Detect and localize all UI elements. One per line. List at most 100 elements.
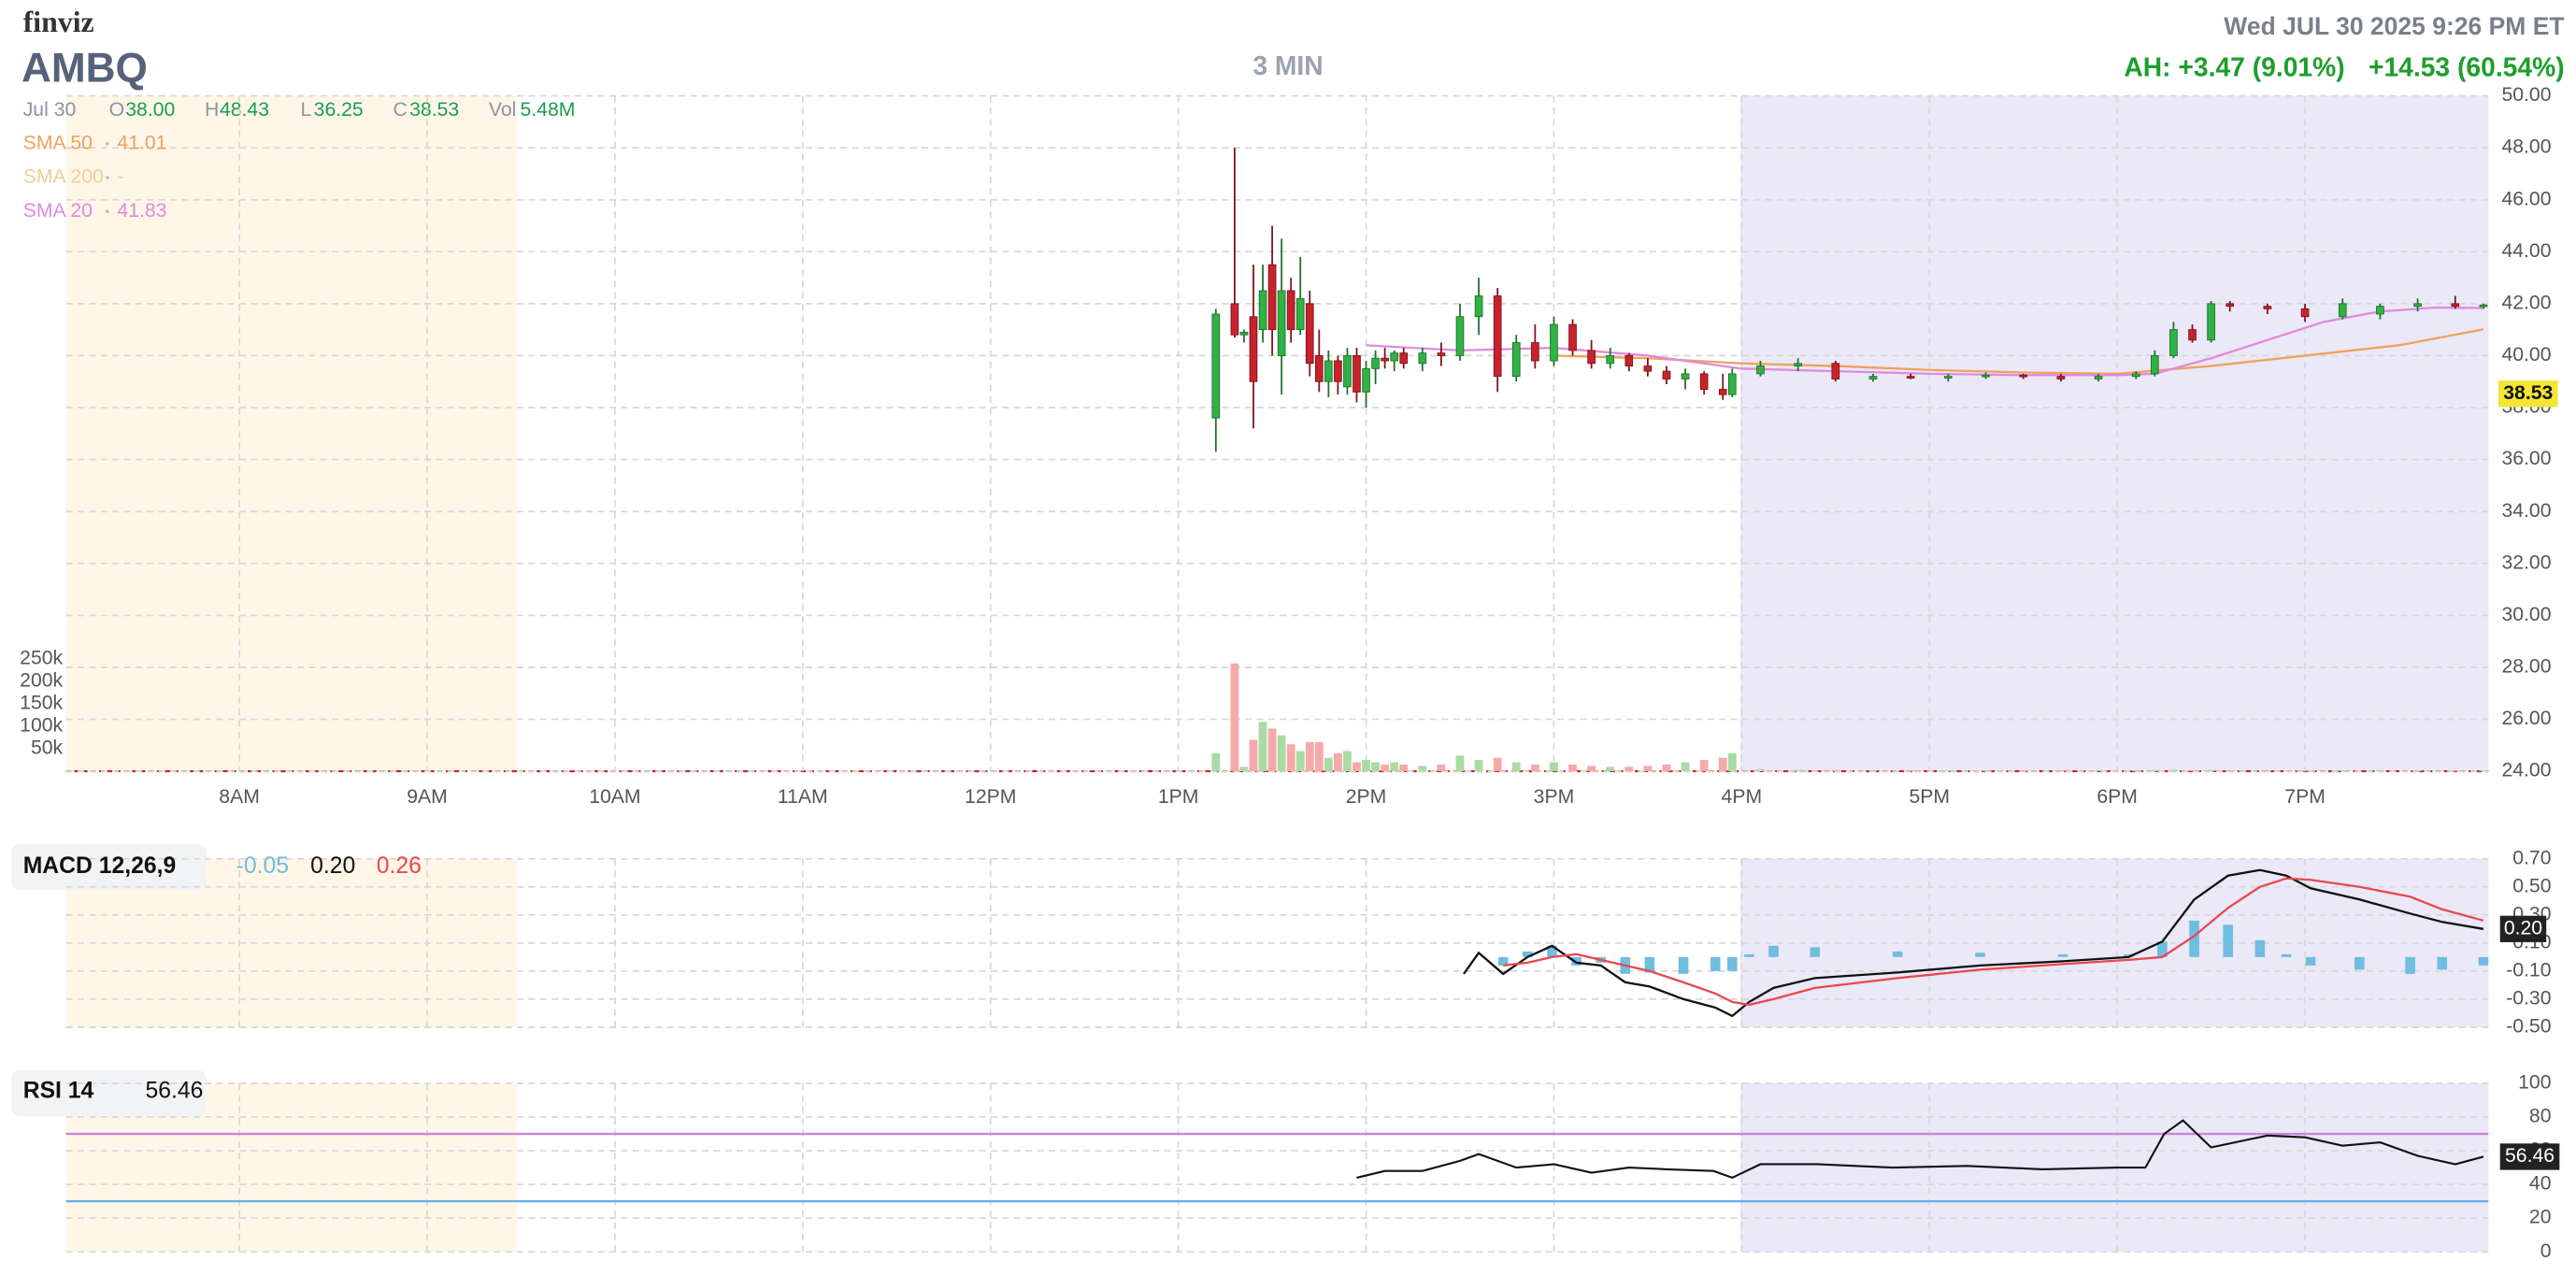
- ticker[interactable]: AMBQ: [21, 46, 148, 92]
- rsi-title[interactable]: RSI 14: [23, 1078, 94, 1103]
- stat-value: 48.43: [220, 99, 269, 121]
- rsi-badge: [2499, 1143, 2560, 1170]
- volume-bar: [1681, 762, 1690, 772]
- macd-histogram-bar: [2254, 939, 2266, 957]
- brand[interactable]: finviz: [23, 6, 94, 38]
- macd-title[interactable]: MACD 12,26,9: [23, 853, 176, 879]
- candle-body: [1756, 365, 1765, 375]
- macd-histogram-bar: [1547, 945, 1557, 957]
- stat-label: L: [301, 99, 312, 121]
- y-tick-label: 0: [2540, 1240, 2552, 1262]
- macd-legend-value: 0.20: [310, 853, 355, 879]
- macd-histogram-bar: [2405, 956, 2415, 974]
- candle-body: [1390, 352, 1399, 362]
- macd-histogram-bar: [1571, 956, 1581, 966]
- candle-body: [1511, 342, 1521, 378]
- macd-histogram-bar: [1523, 951, 1533, 957]
- volume-bar: [1550, 762, 1558, 772]
- premarket-area: [65, 95, 517, 772]
- volume-tick-label: 50k: [31, 738, 64, 759]
- sma-line: [1366, 306, 2483, 377]
- stat-value: 36.25: [314, 99, 364, 121]
- macd-legend-box: [11, 843, 207, 891]
- sma-legend-value: 41.01: [117, 132, 166, 153]
- volume-bar: [1906, 770, 1915, 772]
- candle-body: [1568, 323, 1577, 351]
- candle-body: [2413, 303, 2422, 308]
- volume-bar: [1493, 757, 1502, 772]
- y-tick-label: 44.00: [2501, 240, 2551, 262]
- macd-histogram-bar: [2281, 953, 2292, 957]
- volume-bar: [1511, 762, 1521, 772]
- candle-body: [1211, 313, 1221, 419]
- candle-body: [1399, 352, 1409, 365]
- macd-histogram-bar: [2057, 953, 2068, 957]
- candle-body: [1718, 389, 1727, 395]
- y-tick-label: 40.00: [2501, 344, 2551, 365]
- y-tick-label: 48.00: [2501, 136, 2551, 158]
- volume-bar: [1211, 752, 1221, 772]
- candle-body: [2188, 329, 2197, 341]
- volume-bar: [1277, 735, 1286, 772]
- volume-bar: [1381, 764, 1390, 772]
- volume-bar: [1371, 762, 1381, 772]
- candle-body: [1982, 374, 1990, 378]
- volume-bar: [1587, 766, 1596, 772]
- candle-body: [1643, 365, 1653, 372]
- volume-bar: [1343, 751, 1352, 772]
- candle-body: [1239, 331, 1249, 336]
- volume-bar: [1624, 766, 1634, 772]
- candle-body: [1831, 363, 1840, 380]
- timeframe[interactable]: 3 MIN: [1252, 50, 1323, 80]
- y-tick-label: 28.00: [2501, 656, 2551, 678]
- y-tick-label: 34.00: [2501, 500, 2551, 522]
- y-tick-label: 20: [2529, 1207, 2552, 1228]
- sma-line: [1553, 328, 2484, 376]
- x-tick-label: 9AM: [407, 786, 448, 808]
- afterhours-area: [1740, 95, 2489, 772]
- y-tick-label: 0.70: [2512, 847, 2551, 868]
- volume-bar: [1756, 768, 1765, 772]
- candle-body: [1277, 290, 1286, 356]
- x-tick-label: 1PM: [1158, 786, 1199, 808]
- candle-body: [1362, 367, 1370, 393]
- volume-bar: [1727, 752, 1737, 772]
- volume-bar: [1333, 752, 1342, 772]
- stat-label: O: [109, 99, 124, 121]
- y-tick-label: 32.00: [2501, 552, 2551, 573]
- bar-date: Jul 30: [23, 99, 77, 121]
- candle-body: [1437, 352, 1446, 356]
- macd-histogram-bar: [1644, 956, 1655, 973]
- candle-body: [1258, 290, 1267, 331]
- candle-body: [1550, 323, 1558, 362]
- macd-histogram-bar: [1497, 956, 1509, 966]
- sma-legend-name: SMA 200: [23, 166, 104, 188]
- volume-bar: [1699, 760, 1709, 772]
- candle-body: [2300, 308, 2310, 318]
- candle-body: [1267, 264, 1277, 331]
- volume-bar: [1606, 766, 1615, 772]
- legend-dot: [106, 176, 109, 179]
- volume-bar: [2225, 770, 2235, 772]
- macd-legend-value: 0.26: [377, 853, 422, 879]
- x-tick-label: 11AM: [778, 786, 828, 808]
- volume-bar: [1295, 751, 1305, 772]
- candle-body: [1493, 295, 1502, 378]
- sma-legend-value: -: [117, 166, 123, 188]
- x-tick-label: 12PM: [965, 786, 1016, 808]
- volume-bar: [1794, 769, 1803, 772]
- y-tick-label: 26.00: [2501, 708, 2551, 729]
- volume-bar: [2150, 769, 2159, 772]
- volume-bar: [2338, 770, 2347, 772]
- x-tick-label: 10AM: [589, 786, 640, 808]
- macd-histogram-bar: [2223, 924, 2234, 957]
- candle-body: [2451, 303, 2460, 308]
- volume-bar: [2376, 770, 2384, 772]
- candle-body: [1531, 342, 1539, 362]
- volume-bar: [2094, 770, 2103, 772]
- volume-bar: [2300, 770, 2310, 772]
- macd-histogram-bar: [1975, 953, 1985, 957]
- candle-body: [1305, 303, 1314, 365]
- volume-bar: [1267, 728, 1277, 772]
